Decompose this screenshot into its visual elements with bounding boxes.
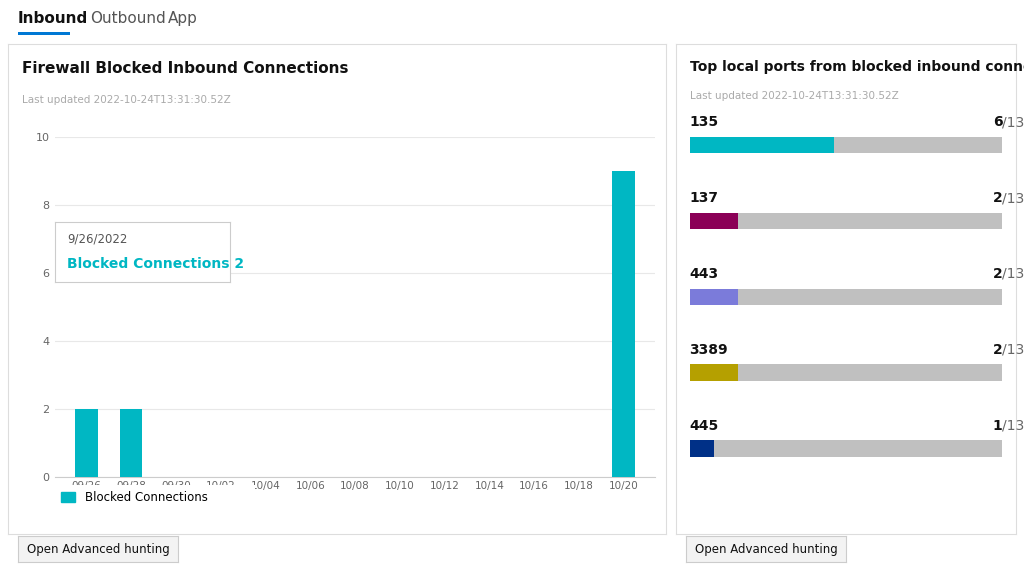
Text: 2: 2 [992,343,1002,357]
Text: Last updated 2022-10-24T13:31:30.52Z: Last updated 2022-10-24T13:31:30.52Z [23,96,231,105]
Text: Top local ports from blocked inbound connections: Top local ports from blocked inbound con… [689,59,1024,74]
Bar [18,32,70,35]
Text: Inbound: Inbound [18,11,88,26]
Text: /13: /13 [1002,191,1024,205]
Text: 9/26/2022: 9/26/2022 [68,233,128,246]
Text: 445: 445 [689,419,719,433]
Bar [689,213,737,229]
Bar [689,288,737,305]
Text: /13: /13 [1002,115,1024,129]
Text: /13: /13 [1002,419,1024,433]
Text: 3389: 3389 [689,343,728,357]
Text: Blocked Connections 2: Blocked Connections 2 [68,257,245,271]
Bar [689,288,1002,305]
Text: 135: 135 [689,115,719,129]
Text: Open Advanced hunting: Open Advanced hunting [27,542,169,555]
Legend: Blocked Connections: Blocked Connections [60,491,208,504]
Text: Open Advanced hunting: Open Advanced hunting [694,542,838,555]
Text: 2: 2 [992,267,1002,281]
Bar [612,171,635,477]
Bar [120,409,142,477]
Text: Firewall Blocked Inbound Connections: Firewall Blocked Inbound Connections [23,61,349,76]
Text: 443: 443 [689,267,719,281]
Text: 2: 2 [992,191,1002,205]
Text: App: App [168,11,198,26]
Bar [689,440,714,456]
Text: 1: 1 [992,419,1002,433]
Bar [689,440,1002,456]
Text: Outbound: Outbound [90,11,166,26]
Text: /13: /13 [1002,267,1024,281]
Text: Last updated 2022-10-24T13:31:30.52Z: Last updated 2022-10-24T13:31:30.52Z [689,90,898,101]
Bar [689,137,834,153]
Text: /13: /13 [1002,343,1024,357]
Bar [689,213,1002,229]
Text: 137: 137 [689,191,719,205]
Bar [689,137,1002,153]
Text: 6: 6 [993,115,1002,129]
Bar [689,364,737,380]
Bar [689,364,1002,380]
Bar [75,409,97,477]
